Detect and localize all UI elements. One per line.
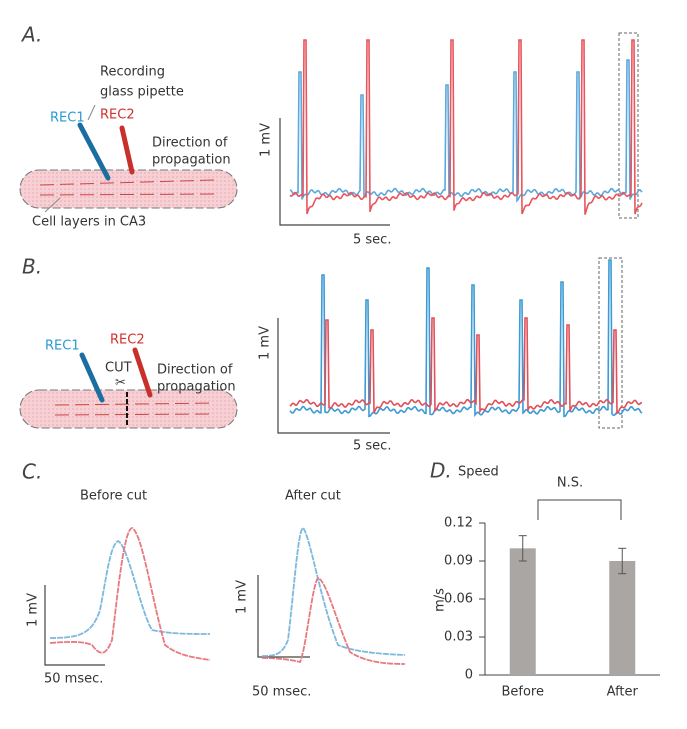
pointer [87,104,96,121]
label: propagation [157,380,236,395]
scale-label: 50 msec. [44,672,103,687]
trace [289,259,643,418]
pipette [132,347,153,398]
scale-label: 5 sec. [353,233,391,248]
y-tick-label: 0.09 [444,554,473,569]
scale-label: 1 mV [26,593,41,627]
label: propagation [152,153,231,168]
scale-label: 1 mV [259,123,274,157]
pipette [77,122,111,181]
trace [49,540,211,639]
highlight-box [598,257,623,429]
pointer [44,197,61,213]
cell-layer [39,179,216,186]
x-tick-label: Before [501,685,544,700]
scale-label: 50 msec. [252,685,311,700]
cell-slice [19,389,238,429]
trace [261,526,406,657]
label: REC1 [45,339,80,354]
cell-layer [54,402,216,406]
panel-letter: C. [22,460,42,484]
panel-letter: B. [22,255,42,279]
label: glass pipette [100,85,184,100]
scale-label: 1 mV [235,580,250,614]
bar [509,548,536,675]
cell-slice [19,169,238,209]
label: CUT [105,361,132,376]
label: Direction of [152,136,228,151]
subtitle: After cut [285,489,341,504]
label: REC2 [110,333,145,348]
label: Cell layers in CA3 [32,215,146,230]
trace [49,527,211,661]
y-tick-label: 0.06 [444,592,473,607]
pipette [119,125,135,175]
label: REC2 [100,108,135,123]
scissors: ✂ [115,376,126,391]
panel-letter: A. [20,23,42,47]
y-tick-label: 0.03 [444,630,473,645]
trace [289,39,643,215]
label: REC1 [50,111,85,126]
bar [609,561,636,675]
y-tick-label: 0.12 [444,516,473,531]
scale-bar [277,318,390,434]
scale-label: 5 sec. [353,439,391,454]
annotation: N.S. [557,476,583,491]
y-axis-label: m/s [433,588,448,612]
label: Direction of [157,363,233,378]
scale-bar [257,575,310,658]
scale-bar [44,585,105,666]
subtitle: Before cut [80,489,147,504]
cell-layer [39,193,216,196]
highlight-box [618,32,639,219]
trace [261,576,406,665]
trace [289,317,643,415]
panel-letter: D. [430,459,452,483]
scale-label: 1 mV [258,326,273,360]
cell-layer [54,413,216,416]
x-tick-label: After [607,685,639,700]
y-tick-label: 0 [465,668,473,683]
trace [289,59,643,203]
label: Recording [100,65,165,80]
significance-bracket [537,499,622,520]
scale-bar [279,118,390,226]
pipette [79,352,105,403]
chart-title: Speed [458,465,499,480]
